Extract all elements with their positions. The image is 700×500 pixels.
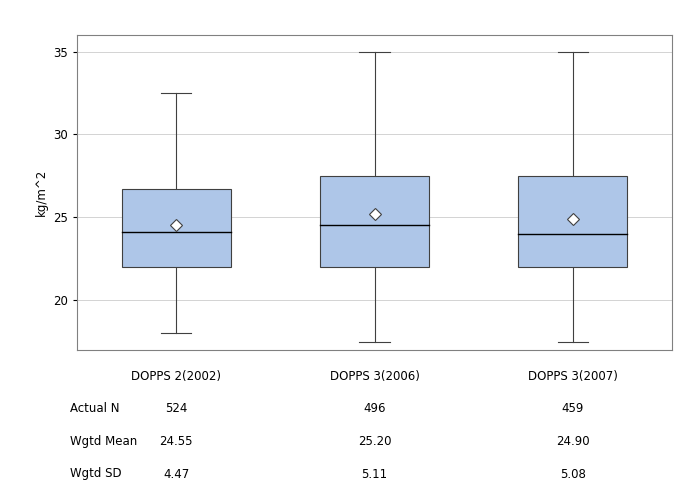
Text: 24.55: 24.55	[160, 435, 193, 448]
Text: 459: 459	[561, 402, 584, 415]
Text: 24.90: 24.90	[556, 435, 589, 448]
Text: Wgtd Mean: Wgtd Mean	[70, 435, 137, 448]
Text: 4.47: 4.47	[163, 468, 189, 480]
Text: 5.11: 5.11	[361, 468, 388, 480]
Text: DOPPS 2(2002): DOPPS 2(2002)	[131, 370, 221, 383]
Bar	[122, 189, 231, 267]
Text: DOPPS 3(2007): DOPPS 3(2007)	[528, 370, 618, 383]
Text: Wgtd SD: Wgtd SD	[70, 468, 122, 480]
Text: 5.08: 5.08	[560, 468, 586, 480]
Text: 25.20: 25.20	[358, 435, 391, 448]
Bar	[320, 176, 429, 267]
Text: Actual N: Actual N	[70, 402, 120, 415]
Bar	[518, 176, 627, 267]
Text: 496: 496	[363, 402, 386, 415]
Text: 524: 524	[165, 402, 188, 415]
Y-axis label: kg/m^2: kg/m^2	[34, 169, 48, 216]
Text: DOPPS 3(2006): DOPPS 3(2006)	[330, 370, 419, 383]
